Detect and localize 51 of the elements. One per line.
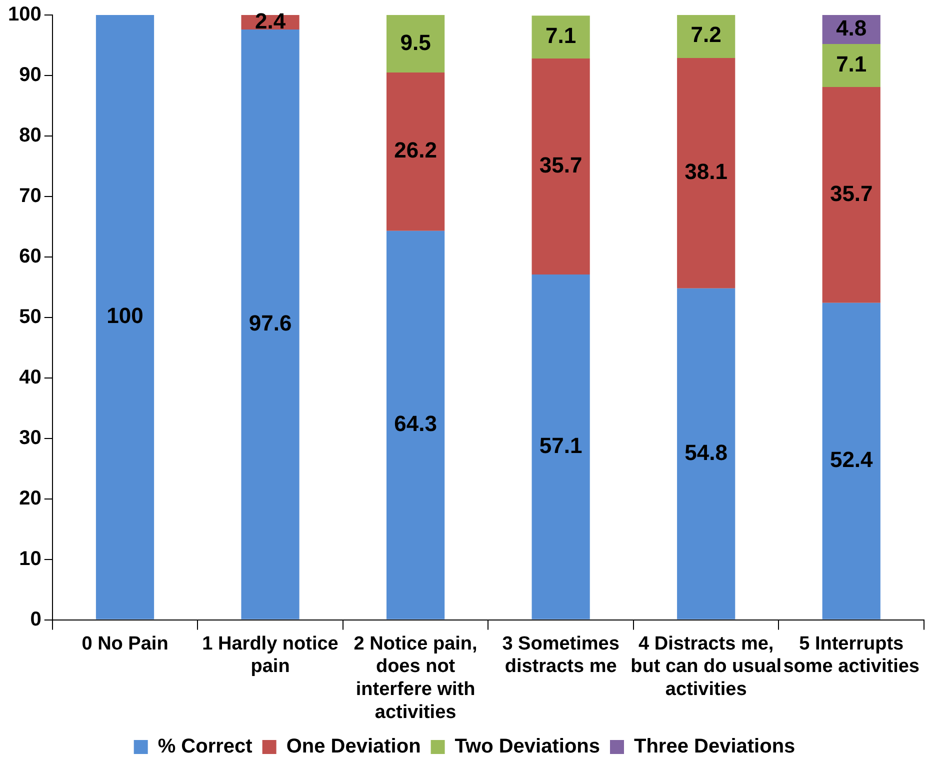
- data-label: 7.2: [690, 22, 722, 48]
- data-label: 35.7: [830, 180, 873, 206]
- bar: [532, 274, 590, 620]
- bar: [386, 15, 445, 72]
- data-label: 38.1: [684, 159, 728, 184]
- bar: [241, 30, 300, 620]
- y-tick-label: 30: [19, 426, 42, 449]
- bar: [677, 15, 736, 58]
- x-tick-label: 3 Sometimes distracts me: [502, 633, 620, 678]
- bar: [532, 58, 590, 274]
- bar: [386, 230, 445, 620]
- bar: [532, 16, 590, 59]
- legend-label: % Correct: [158, 736, 253, 758]
- legend-label: One Deviation: [286, 736, 421, 758]
- data-label: 9.5: [400, 30, 431, 55]
- data-label: 57.1: [539, 432, 582, 458]
- y-tick-label: 60: [19, 245, 42, 268]
- y-tick-label: 0: [30, 608, 42, 630]
- data-label: 35.7: [539, 152, 582, 178]
- data-label: 7.1: [836, 52, 867, 77]
- y-tick-label: 70: [19, 184, 42, 207]
- bar: [96, 15, 154, 620]
- bar: [677, 288, 736, 620]
- legend-label: Two Deviations: [454, 736, 600, 758]
- data-label: 97.6: [248, 310, 292, 336]
- y-tick-label: 80: [19, 124, 42, 146]
- x-tick-label: 4 Distracts me, but can do usual activities: [630, 633, 782, 700]
- data-label: 26.2: [394, 138, 437, 163]
- data-label: 7.1: [546, 23, 576, 48]
- data-label: 64.3: [394, 411, 437, 436]
- x-tick-label: 1 Hardly notice pain: [202, 633, 338, 678]
- y-tick-label: 10: [19, 548, 42, 570]
- x-tick-label: 0 No Pain: [82, 633, 168, 654]
- x-tick-label: 5 Interrupts some activities: [783, 633, 920, 678]
- bar: [822, 44, 880, 87]
- y-tick-label: 50: [19, 306, 42, 328]
- data-label: 52.4: [830, 447, 874, 472]
- data-label: 4.8: [836, 16, 867, 41]
- bar: [822, 86, 880, 303]
- bar: [386, 72, 445, 231]
- legend-label: Three Deviations: [634, 736, 796, 758]
- data-label: 54.8: [684, 440, 728, 465]
- y-tick-label: 100: [8, 4, 42, 26]
- data-label: 100: [106, 303, 144, 328]
- bar: [677, 58, 736, 288]
- y-tick-label: 20: [19, 487, 42, 510]
- x-tick-label: 2 Notice pain, does not interfere with activities: [354, 633, 478, 723]
- y-tick-label: 90: [19, 64, 42, 86]
- data-label: 2.4: [254, 8, 286, 34]
- bar: [822, 302, 880, 620]
- y-tick-label: 40: [19, 366, 42, 388]
